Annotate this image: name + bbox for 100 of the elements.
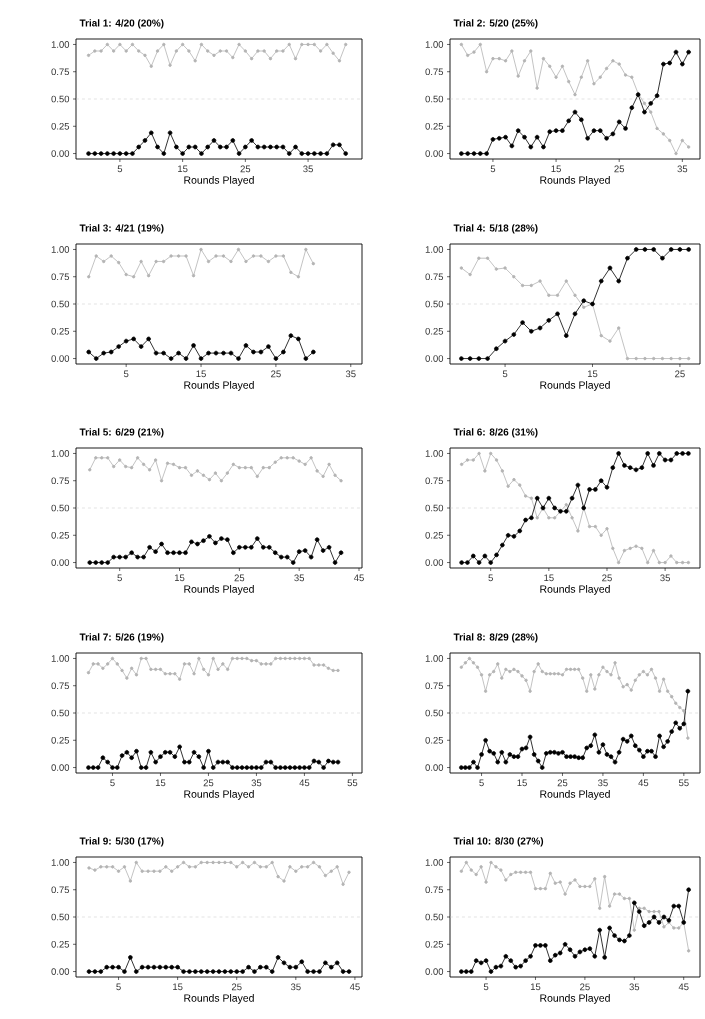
y-tick-label: 0.25 [425, 736, 444, 744]
x-tick-label: 35 [294, 574, 305, 582]
x-tick-label: 5 [488, 574, 493, 582]
y-tick-label: 1.00 [51, 450, 70, 457]
x-tick-label: 15 [155, 779, 166, 787]
y-tick-label: 0.25 [425, 122, 444, 130]
x-tick-label: 25 [234, 574, 245, 582]
y-tick-label: 0.50 [425, 300, 444, 308]
x-axis-title: Rounds Played [540, 994, 610, 1004]
x-tick-label: 15 [173, 983, 183, 991]
x-tick-label: 15 [530, 983, 541, 991]
y-tick-label: 0.00 [51, 150, 70, 157]
x-tick-label: 45 [638, 779, 649, 787]
x-tick-label: 25 [271, 370, 281, 378]
x-tick-label: 35 [598, 779, 608, 787]
x-tick-label: 5 [123, 370, 129, 378]
x-tick-label: 15 [587, 370, 598, 378]
y-tick-label: 1.00 [425, 246, 444, 253]
x-axis-title: Rounds Played [184, 585, 254, 595]
x-tick-label: 25 [557, 779, 568, 787]
x-tick-label: 5 [483, 983, 489, 991]
y-tick-label: 0.50 [425, 709, 444, 717]
y-tick-label: 0.25 [425, 940, 444, 948]
x-axis-title: Rounds Played [184, 176, 254, 186]
y-tick-label: 0.75 [51, 886, 70, 894]
x-tick-label: 15 [551, 165, 561, 173]
x-tick-label: 15 [178, 165, 188, 173]
chart-title: Trial 1: 4/20 (20%) [79, 19, 164, 29]
y-tick-label: 0.75 [51, 682, 70, 690]
x-tick-label: 25 [580, 983, 590, 991]
x-axis-title: Rounds Played [540, 585, 610, 595]
y-tick-label: 0.50 [51, 300, 70, 308]
x-axis-title: Rounds Played [184, 790, 254, 800]
x-tick-label: 15 [517, 779, 527, 787]
x-tick-label: 55 [678, 779, 689, 787]
x-tick-label: 25 [231, 983, 242, 991]
x-tick-label: 15 [174, 574, 185, 582]
y-tick-label: 1.00 [51, 246, 70, 253]
y-tick-label: 0.50 [425, 95, 444, 103]
x-tick-label: 5 [117, 165, 123, 173]
y-tick-label: 0.50 [51, 504, 70, 512]
chart-title: Trial 8: 8/29 (28%) [453, 633, 538, 643]
x-tick-label: 35 [345, 370, 356, 378]
chart-title: Trial 2: 5/20 (25%) [453, 19, 538, 29]
x-tick-label: 15 [544, 574, 554, 582]
y-tick-label: 0.00 [425, 150, 444, 157]
y-tick-label: 0.00 [51, 764, 70, 771]
x-tick-label: 35 [677, 165, 688, 173]
y-tick-label: 0.25 [425, 327, 444, 335]
x-tick-label: 5 [502, 370, 508, 378]
y-tick-label: 0.50 [425, 913, 444, 921]
y-tick-label: 0.25 [425, 531, 444, 539]
y-tick-label: 0.50 [51, 709, 70, 717]
chart-title: Trial 7: 5/26 (19%) [79, 633, 164, 643]
chart-title: Trial 4: 5/18 (28%) [453, 224, 538, 234]
chart-title: Trial 10: 8/30 (27%) [453, 837, 544, 847]
y-tick-label: 0.00 [51, 968, 70, 975]
x-tick-label: 5 [116, 983, 121, 991]
x-tick-label: 5 [110, 779, 115, 787]
y-tick-label: 0.00 [425, 968, 444, 975]
y-tick-label: 0.75 [425, 682, 444, 690]
x-axis-title: Rounds Played [184, 381, 254, 391]
x-tick-label: 25 [240, 165, 251, 173]
y-tick-label: 0.75 [425, 886, 444, 894]
y-tick-label: 0.75 [51, 68, 70, 76]
y-tick-label: 0.25 [51, 940, 70, 948]
y-tick-label: 0.25 [51, 122, 70, 130]
x-tick-label: 45 [349, 983, 360, 991]
y-tick-label: 1.00 [51, 41, 70, 48]
x-tick-label: 15 [196, 370, 206, 378]
x-tick-label: 35 [660, 574, 670, 582]
x-tick-label: 55 [347, 779, 358, 787]
y-tick-label: 1.00 [51, 655, 70, 662]
x-axis-title: Rounds Played [540, 381, 610, 391]
x-tick-label: 25 [203, 779, 214, 787]
y-tick-label: 0.00 [425, 355, 444, 362]
x-tick-label: 35 [303, 165, 313, 173]
y-tick-label: 1.00 [425, 41, 444, 48]
y-tick-label: 0.25 [51, 327, 70, 335]
x-axis-title: Rounds Played [540, 790, 610, 800]
x-tick-label: 25 [602, 574, 612, 582]
y-tick-label: 0.75 [51, 477, 70, 485]
y-tick-label: 0.75 [51, 273, 70, 281]
x-tick-label: 5 [479, 779, 484, 787]
y-tick-label: 0.75 [425, 477, 444, 485]
y-tick-label: 1.00 [425, 859, 444, 866]
x-axis-title: Rounds Played [184, 994, 254, 1004]
y-tick-label: 0.00 [425, 559, 444, 566]
y-tick-label: 1.00 [425, 450, 444, 457]
chart-title: Trial 9: 5/30 (17%) [79, 837, 164, 847]
y-tick-label: 0.75 [425, 68, 444, 76]
y-tick-label: 0.50 [51, 913, 70, 921]
y-tick-label: 0.00 [51, 559, 70, 566]
x-tick-label: 45 [678, 983, 689, 991]
x-tick-label: 25 [675, 370, 685, 378]
x-tick-label: 45 [353, 574, 364, 582]
y-tick-label: 1.00 [425, 655, 444, 662]
x-tick-label: 5 [490, 165, 496, 173]
x-tick-label: 35 [251, 779, 262, 787]
y-tick-label: 1.00 [51, 859, 70, 866]
